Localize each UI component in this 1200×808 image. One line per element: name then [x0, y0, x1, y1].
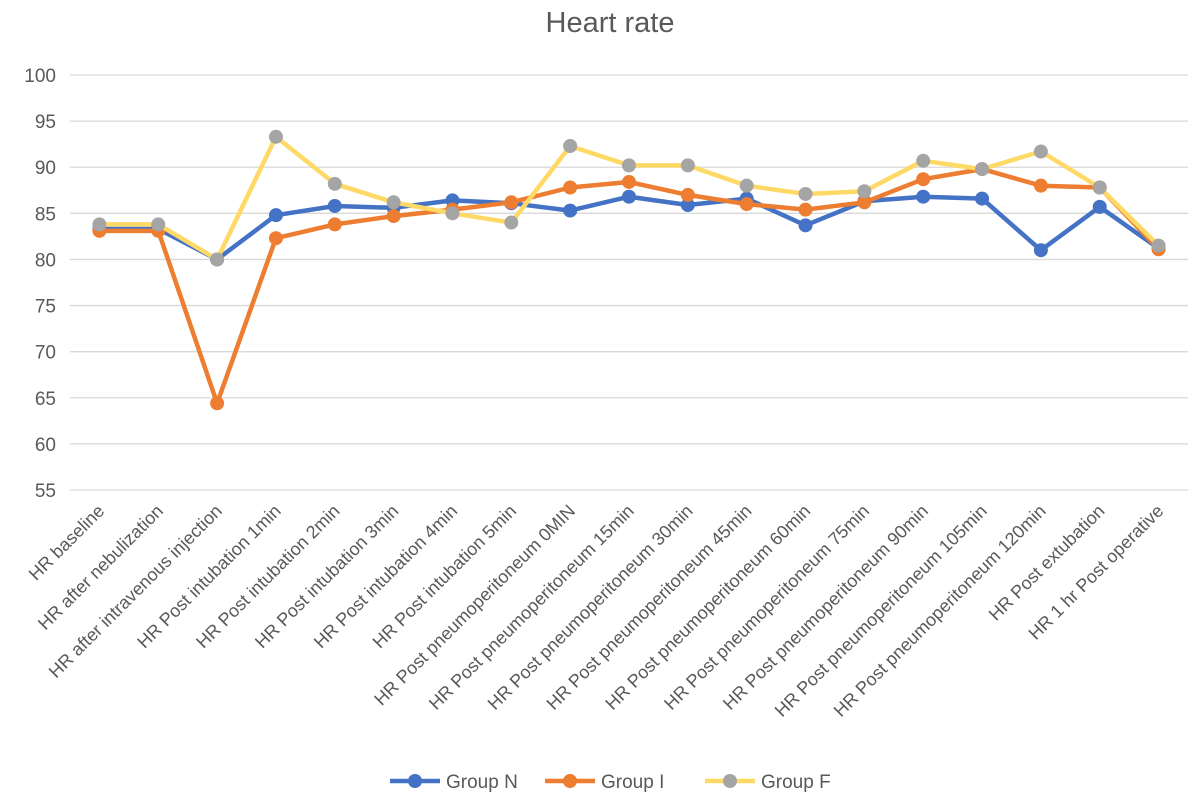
- data-point: [268, 231, 283, 246]
- y-tick-label: 60: [35, 435, 56, 456]
- data-point: [680, 187, 695, 202]
- data-point: [563, 139, 578, 154]
- data-point: [975, 162, 990, 177]
- data-point: [622, 174, 636, 189]
- x-tick-label: HR Post pneumoperitoneum 15min: [425, 501, 638, 714]
- data-point: [268, 208, 283, 223]
- series-group-f: [92, 129, 1166, 267]
- chart-title: Heart rate: [546, 7, 675, 39]
- x-tick-label: HR Post pneumoperitoneum 60min: [601, 501, 814, 714]
- data-point: [1033, 178, 1048, 193]
- data-point: [210, 252, 225, 267]
- data-point: [386, 195, 401, 210]
- data-point: [151, 217, 166, 232]
- data-point: [504, 215, 519, 230]
- data-point: [739, 197, 754, 212]
- y-tick-label: 70: [35, 343, 56, 364]
- data-point: [327, 176, 342, 191]
- data-point: [975, 191, 990, 206]
- data-point: [622, 158, 636, 173]
- x-tick-label: HR Post pneumoperitoneum 45min: [543, 501, 756, 714]
- data-point: [916, 189, 931, 204]
- data-point: [210, 396, 225, 411]
- series-line: [97, 194, 1161, 262]
- series-line: [97, 166, 1161, 406]
- data-point: [680, 158, 695, 173]
- data-point: [1092, 180, 1107, 195]
- series-lines: [92, 129, 1166, 411]
- y-tick-label: 95: [35, 112, 56, 133]
- data-point: [268, 129, 283, 144]
- data-point: [622, 189, 636, 204]
- x-tick-label: HR Post pneumoperitoneum 90min: [719, 501, 932, 714]
- data-point: [1033, 243, 1048, 258]
- x-tick-label: HR Post pneumoperitoneum 75min: [660, 501, 873, 714]
- data-point: [680, 198, 695, 213]
- y-tick-label: 55: [35, 481, 56, 502]
- legend-label: Group N: [446, 772, 518, 793]
- data-point: [857, 195, 872, 210]
- legend-entry: Group F: [705, 772, 831, 793]
- legend-marker: [408, 774, 422, 788]
- data-point: [327, 217, 342, 232]
- legend-label: Group I: [601, 772, 664, 793]
- data-point: [739, 178, 754, 193]
- legend: Group N Group I Group F: [390, 772, 831, 793]
- y-tick-label: 100: [24, 66, 56, 87]
- data-point: [1033, 144, 1048, 159]
- y-tick-label: 65: [35, 389, 56, 410]
- data-point: [563, 180, 578, 195]
- series-group-n: [92, 189, 1166, 267]
- data-point: [1092, 199, 1107, 214]
- x-tick-label: HR Post pneumoperitoneum 30min: [484, 501, 697, 714]
- legend-entry: Group N: [390, 772, 518, 793]
- gridlines: [70, 74, 1188, 491]
- data-point: [857, 184, 872, 199]
- data-point: [386, 209, 401, 224]
- data-point: [916, 153, 931, 168]
- y-tick-label: 75: [35, 297, 56, 318]
- data-point: [798, 218, 813, 233]
- legend-entry: Group I: [545, 772, 664, 793]
- data-point: [916, 172, 931, 187]
- data-point: [798, 202, 813, 217]
- x-tick-label: HR Post pneumoperitoneum 105min: [771, 501, 991, 721]
- data-point: [92, 217, 107, 232]
- data-point: [798, 186, 813, 201]
- data-point: [445, 206, 460, 221]
- y-tick-label: 90: [35, 158, 56, 179]
- data-point: [563, 203, 578, 218]
- y-axis-tick-labels: 55 60 65 70 75 80 85 90 95 100: [24, 66, 56, 502]
- data-point: [504, 195, 519, 210]
- legend-marker: [563, 774, 577, 788]
- legend-marker: [723, 774, 737, 788]
- data-point: [1151, 238, 1166, 253]
- y-tick-label: 80: [35, 250, 56, 271]
- x-tick-label: HR Post pneumoperitoneum 120min: [830, 501, 1050, 721]
- data-point: [327, 198, 342, 213]
- legend-label: Group F: [761, 772, 831, 793]
- y-tick-label: 85: [35, 204, 56, 225]
